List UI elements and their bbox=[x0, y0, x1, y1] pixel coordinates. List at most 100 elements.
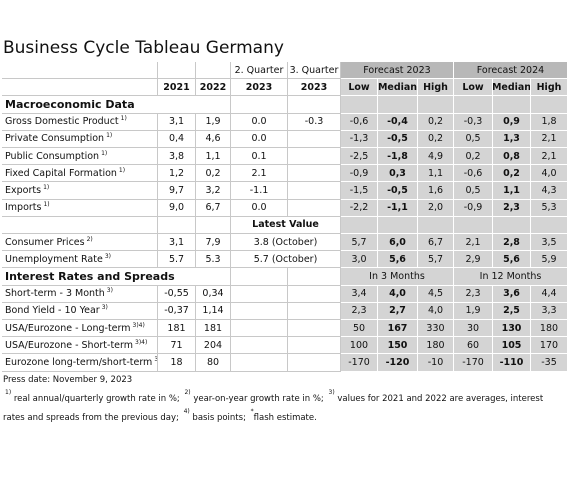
forecast-value: 6,0 bbox=[378, 234, 418, 252]
footnote-ref: 1) bbox=[43, 201, 50, 209]
forecast-value: 1,8 bbox=[531, 113, 568, 131]
forecast-value: 2,5 bbox=[493, 302, 531, 320]
value: -1.1 bbox=[231, 182, 288, 200]
forecast-value: -0,9 bbox=[454, 199, 493, 217]
forecast-value: 2,3 bbox=[454, 285, 493, 303]
footnote-text: values for 2021 and 2022 are averages, i… bbox=[3, 393, 544, 423]
forecast-value: 0,8 bbox=[493, 148, 531, 166]
row-label: Private Consumption 1) bbox=[2, 130, 158, 148]
forecast-value: 180 bbox=[531, 320, 568, 338]
footnote-mark: 2) bbox=[184, 389, 191, 396]
footnote-text: flash estimate. bbox=[253, 412, 317, 423]
value: 7,9 bbox=[196, 234, 231, 252]
value: 0.1 bbox=[231, 148, 288, 166]
footnote-mark: * bbox=[250, 407, 254, 415]
value: 9,0 bbox=[158, 199, 196, 217]
section-title: Interest Rates and Spreads bbox=[2, 268, 231, 286]
forecast-value: 0,2 bbox=[418, 130, 454, 148]
value: 3,1 bbox=[158, 234, 196, 252]
footnotes: 1) real annual/quarterly growth rate in … bbox=[3, 388, 565, 426]
cell bbox=[231, 268, 288, 286]
forecast-value: 4,0 bbox=[418, 302, 454, 320]
forecast-value: -0,6 bbox=[341, 113, 378, 131]
forecast-value: 4,9 bbox=[418, 148, 454, 166]
forecast-value: 4,0 bbox=[378, 285, 418, 303]
footnote-mark: 1) bbox=[5, 389, 12, 396]
cell bbox=[454, 96, 493, 114]
value: 1,1 bbox=[196, 148, 231, 166]
cell bbox=[231, 302, 288, 320]
cell bbox=[531, 216, 568, 234]
forecast-value: 3,3 bbox=[531, 302, 568, 320]
row-label: Exports 1) bbox=[2, 182, 158, 200]
forecast-value: 1,1 bbox=[493, 182, 531, 200]
forecast-value: -2,5 bbox=[341, 148, 378, 166]
label-text: Private Consumption bbox=[5, 133, 105, 145]
forecast-value: 2,1 bbox=[454, 234, 493, 252]
label-text: Fixed Capital Formation bbox=[5, 167, 117, 179]
cell bbox=[231, 354, 288, 372]
footnote-ref: 3) bbox=[104, 252, 111, 260]
forecast-value: 180 bbox=[418, 337, 454, 355]
value: 0,2 bbox=[196, 165, 231, 183]
forecast-value: -0,4 bbox=[378, 113, 418, 131]
cell bbox=[2, 62, 158, 80]
row-label: Public Consumption 1) bbox=[2, 148, 158, 166]
forecast-value: 5,3 bbox=[531, 199, 568, 217]
value: -0,55 bbox=[158, 285, 196, 303]
column-header: 2023 bbox=[288, 79, 341, 97]
forecast-value: 5,6 bbox=[493, 251, 531, 269]
label-text: Public Consumption bbox=[5, 150, 100, 162]
footnote-mark: 4) bbox=[183, 407, 190, 415]
value: 204 bbox=[196, 337, 231, 355]
forecast-value: 130 bbox=[493, 320, 531, 338]
cell bbox=[288, 96, 341, 114]
column-group: Forecast 2023 bbox=[341, 62, 454, 80]
section-title: Latest Value bbox=[231, 216, 341, 234]
cell bbox=[341, 96, 378, 114]
cell bbox=[196, 62, 231, 80]
forecast-value: 2,7 bbox=[378, 302, 418, 320]
forecast-value: 330 bbox=[418, 320, 454, 338]
cell bbox=[231, 337, 288, 355]
column-group: Forecast 2024 bbox=[454, 62, 568, 80]
forecast-value: 4,3 bbox=[531, 182, 568, 200]
cell bbox=[231, 285, 288, 303]
row-label: Fixed Capital Formation 1) bbox=[2, 165, 158, 183]
title: Business Cycle Tableau Germany bbox=[3, 38, 284, 58]
forecast-value: 0,5 bbox=[454, 130, 493, 148]
forecast-value: -1,3 bbox=[341, 130, 378, 148]
label-text: Short-term - 3 Month bbox=[5, 288, 105, 300]
forecast-value: 0,3 bbox=[378, 165, 418, 183]
forecast-header: In 12 Months bbox=[454, 268, 568, 286]
footnote-mark: 3) bbox=[328, 389, 335, 396]
column-header: Low bbox=[341, 79, 378, 97]
forecast-value: 170 bbox=[531, 337, 568, 355]
forecast-value: 0,5 bbox=[454, 182, 493, 200]
footnote-ref: 3)4) bbox=[135, 338, 148, 346]
forecast-value: 5,9 bbox=[531, 251, 568, 269]
cell bbox=[454, 216, 493, 234]
value: 0.0 bbox=[231, 130, 288, 148]
forecast-value: 1,1 bbox=[418, 165, 454, 183]
value: 181 bbox=[158, 320, 196, 338]
press-date: Press date: November 9, 2023 bbox=[3, 375, 133, 385]
column-header: Median bbox=[378, 79, 418, 97]
value: 0.0 bbox=[231, 199, 288, 217]
footnote-text: real annual/quarterly growth rate in %; bbox=[11, 393, 183, 404]
cell bbox=[418, 216, 454, 234]
forecast-value: -110 bbox=[493, 354, 531, 372]
cell bbox=[288, 337, 341, 355]
cell bbox=[196, 216, 231, 234]
forecast-value: 1,9 bbox=[454, 302, 493, 320]
forecast-value: -0,6 bbox=[454, 165, 493, 183]
value bbox=[288, 182, 341, 200]
row-label: Short-term - 3 Month 3) bbox=[2, 285, 158, 303]
cell bbox=[378, 96, 418, 114]
forecast-value: 105 bbox=[493, 337, 531, 355]
footnote-ref: 1) bbox=[101, 149, 108, 157]
value: 0.0 bbox=[231, 113, 288, 131]
forecast-value: 50 bbox=[341, 320, 378, 338]
value bbox=[288, 130, 341, 148]
